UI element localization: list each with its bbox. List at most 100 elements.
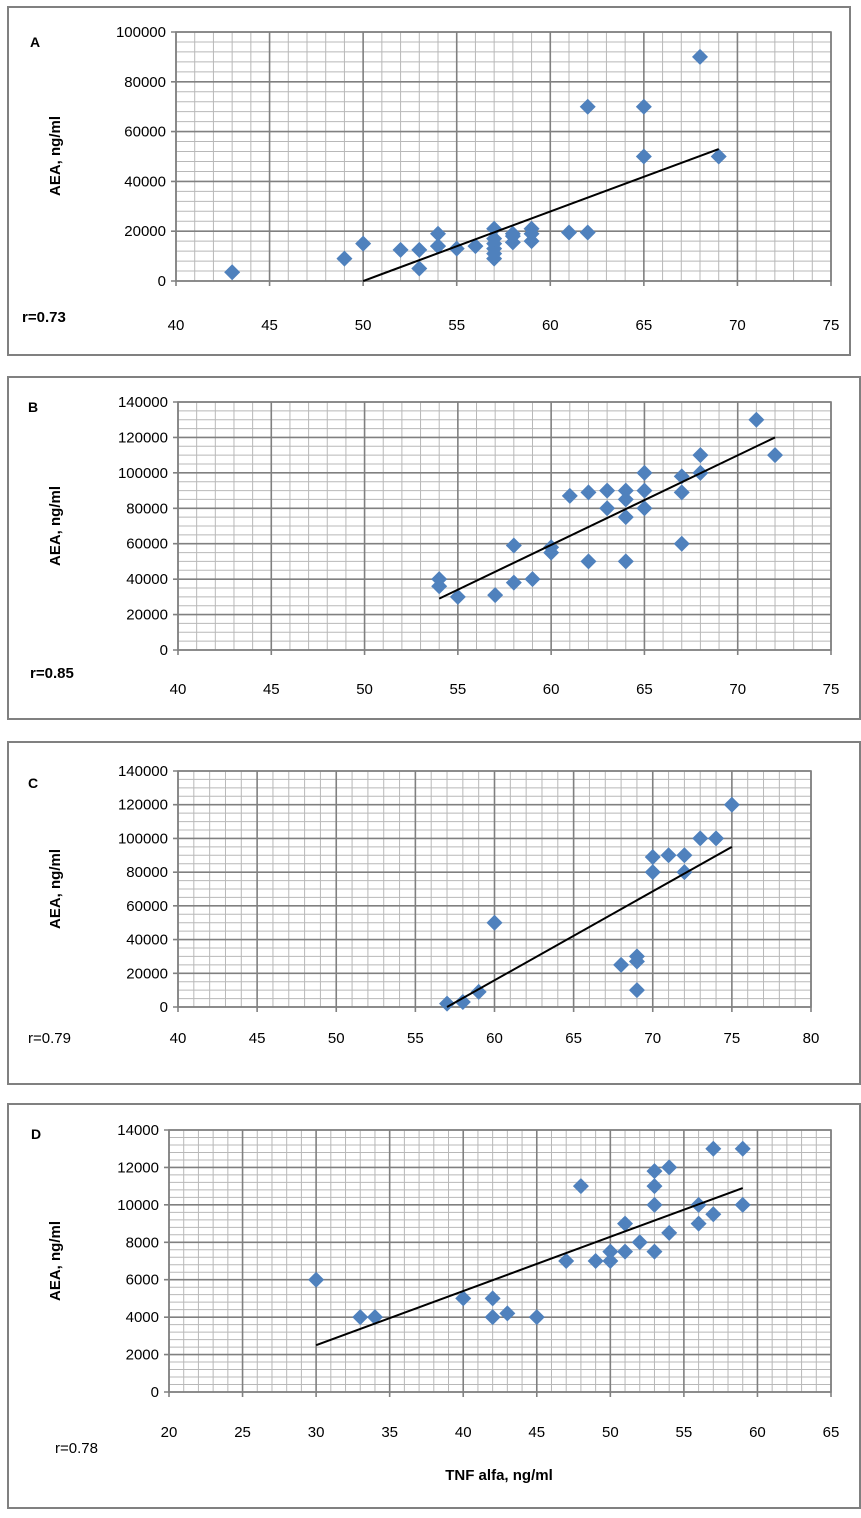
plot-area-border	[168, 1129, 832, 1393]
x-tick-label: 50	[356, 681, 373, 698]
data-point	[352, 1309, 369, 1326]
x-tick-label: 40	[168, 317, 185, 334]
x-tick-label: 50	[355, 317, 372, 334]
data-point	[705, 1140, 722, 1157]
y-tick-label: 20000	[126, 965, 168, 982]
chart-panel-d: 20 25 30 35 40 45 50 55 60 65 0 2000 4000 6000 8000 100…	[7, 1103, 861, 1509]
data-point	[561, 487, 578, 504]
y-tick-label: 140000	[118, 394, 168, 411]
panel-label: B	[28, 399, 38, 415]
data-point	[617, 482, 634, 499]
x-tick-label: 45	[263, 681, 280, 698]
x-tick-label: 70	[644, 1030, 661, 1047]
y-tick-label: 60000	[124, 124, 166, 141]
y-tick-label: 80000	[126, 500, 168, 517]
data-point	[580, 484, 597, 501]
data-point	[748, 411, 765, 428]
data-point	[710, 148, 727, 165]
y-tick-label: 100000	[118, 830, 168, 847]
x-tick-label: 40	[170, 1030, 187, 1047]
trendline	[362, 148, 720, 282]
x-axis-label: TNF alfa, ng/ml	[445, 1467, 553, 1484]
data-point	[602, 1243, 619, 1260]
y-tick-label: 120000	[118, 429, 168, 446]
x-tick-label: 60	[542, 317, 559, 334]
x-tick-label: 80	[803, 1030, 820, 1047]
x-tick-label: 60	[543, 681, 560, 698]
data-point	[572, 1178, 589, 1195]
data-point	[636, 464, 653, 481]
chart-panel-a: 40 45 50 55 60 65 70 75 0 20000 40000 60000 80000 100…	[7, 6, 851, 356]
x-tick-label: 60	[486, 1030, 503, 1047]
chart-panel-c: 40 45 50 55 60 65 70 75 80 0 20000 40000 60000 80000 1…	[7, 741, 861, 1085]
y-tick-label: 60000	[126, 898, 168, 915]
data-point	[617, 1243, 634, 1260]
data-point	[487, 587, 504, 604]
data-point	[580, 553, 597, 570]
y-tick-label: 4000	[126, 1309, 159, 1326]
data-point	[454, 993, 471, 1010]
data-series	[308, 1140, 751, 1326]
data-point	[523, 225, 540, 242]
data-point	[484, 1309, 501, 1326]
y-tick-label: 14000	[117, 1122, 159, 1139]
trendline	[438, 436, 776, 600]
data-point	[660, 847, 677, 864]
data-point	[644, 864, 661, 881]
y-tick-label: 0	[160, 642, 168, 659]
correlation-annotation: r=0.78	[55, 1440, 98, 1457]
x-tick-label: 50	[602, 1424, 619, 1441]
x-tick-label: 40	[455, 1424, 472, 1441]
panel-label: D	[31, 1126, 41, 1142]
data-point	[767, 447, 784, 464]
x-tick-label: 55	[676, 1424, 693, 1441]
data-point	[646, 1196, 663, 1213]
data-point	[308, 1271, 325, 1288]
y-tick-label: 100000	[116, 24, 166, 41]
trendline	[446, 845, 733, 1008]
data-point	[617, 509, 634, 526]
plot-area-border	[175, 31, 832, 282]
y-tick-label: 0	[158, 273, 166, 290]
x-tick-label: 65	[636, 317, 653, 334]
data-point	[646, 1163, 663, 1180]
y-axis-label: AEA, ng/ml	[47, 1221, 64, 1301]
data-point	[646, 1178, 663, 1195]
data-point	[599, 500, 616, 517]
data-point	[692, 830, 709, 847]
data-point	[528, 1309, 545, 1326]
data-point	[558, 1253, 575, 1269]
x-tick-label: 75	[724, 1030, 741, 1047]
data-point	[467, 238, 484, 255]
data-series	[439, 796, 740, 1012]
y-tick-label: 40000	[126, 932, 168, 949]
data-point	[392, 241, 409, 258]
data-point	[486, 220, 503, 237]
y-tick-label: 8000	[126, 1234, 159, 1251]
x-tick-label: 45	[249, 1030, 266, 1047]
data-series	[431, 411, 784, 605]
y-tick-label: 80000	[126, 864, 168, 881]
y-tick-label: 0	[160, 999, 168, 1016]
data-point	[430, 225, 446, 242]
y-tick-label: 100000	[118, 465, 168, 482]
x-tick-label: 55	[450, 681, 467, 698]
y-tick-label: 20000	[126, 607, 168, 624]
y-axis-label: AEA, ng/ml	[47, 849, 64, 929]
data-point	[734, 1140, 751, 1157]
data-point	[646, 1243, 663, 1260]
data-point	[505, 574, 522, 591]
data-point	[708, 830, 725, 847]
data-point	[613, 956, 630, 973]
data-point	[599, 482, 616, 499]
data-point	[411, 260, 428, 277]
plot-area-border	[177, 401, 832, 651]
data-point	[635, 148, 652, 165]
data-point	[430, 238, 446, 255]
x-tick-label: 25	[234, 1424, 251, 1441]
data-point	[690, 1215, 707, 1232]
x-tick-label: 65	[823, 1424, 840, 1441]
data-point	[579, 224, 596, 241]
x-tick-label: 70	[729, 317, 746, 334]
